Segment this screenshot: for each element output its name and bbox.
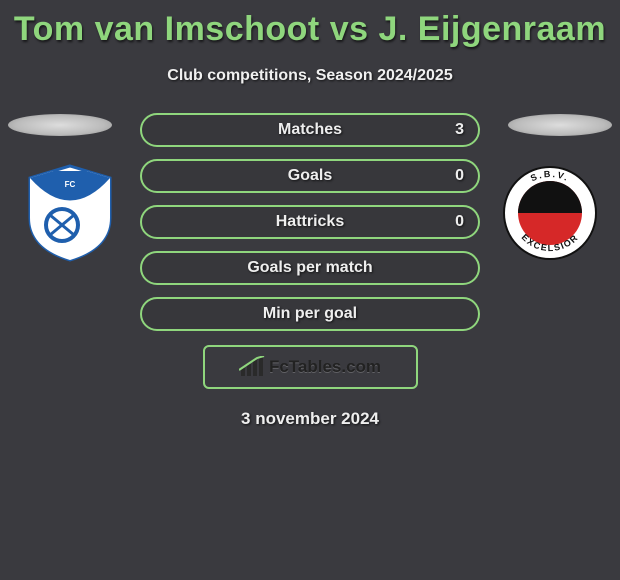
svg-text:FC: FC: [65, 180, 76, 189]
page-subtitle: Club competitions, Season 2024/2025: [0, 67, 620, 85]
stat-right-value: 0: [455, 213, 464, 231]
bar-chart-icon: [239, 356, 265, 378]
stat-row-goals: Goals 0: [140, 159, 480, 193]
stat-label: Min per goal: [263, 305, 357, 323]
stat-row-matches: Matches 3: [140, 113, 480, 147]
brand-box: FcTables.com: [203, 345, 418, 389]
comparison-area: FC S.B.V. EXCELSIOR Matches 3 Goals 0: [0, 113, 620, 331]
club-badge-left: FC: [20, 163, 120, 263]
brand-text: FcTables.com: [269, 357, 381, 377]
stats-list: Matches 3 Goals 0 Hattricks 0 Goals per …: [140, 113, 480, 331]
player-shadow-left: [8, 114, 112, 136]
stat-right-value: 0: [455, 167, 464, 185]
eindhoven-badge-icon: FC: [20, 163, 120, 263]
stat-row-hattricks: Hattricks 0: [140, 205, 480, 239]
date-label: 3 november 2024: [0, 409, 620, 429]
stat-label: Goals: [288, 167, 332, 185]
stat-row-min-per-goal: Min per goal: [140, 297, 480, 331]
stat-right-value: 3: [455, 121, 464, 139]
page-title: Tom van Imschoot vs J. Eijgenraam: [0, 0, 620, 49]
excelsior-badge-icon: S.B.V. EXCELSIOR: [500, 163, 600, 263]
stat-label: Hattricks: [276, 213, 344, 231]
stat-label: Goals per match: [247, 259, 372, 277]
stat-row-goals-per-match: Goals per match: [140, 251, 480, 285]
club-badge-right: S.B.V. EXCELSIOR: [500, 163, 600, 263]
player-shadow-right: [508, 114, 612, 136]
stat-label: Matches: [278, 121, 342, 139]
